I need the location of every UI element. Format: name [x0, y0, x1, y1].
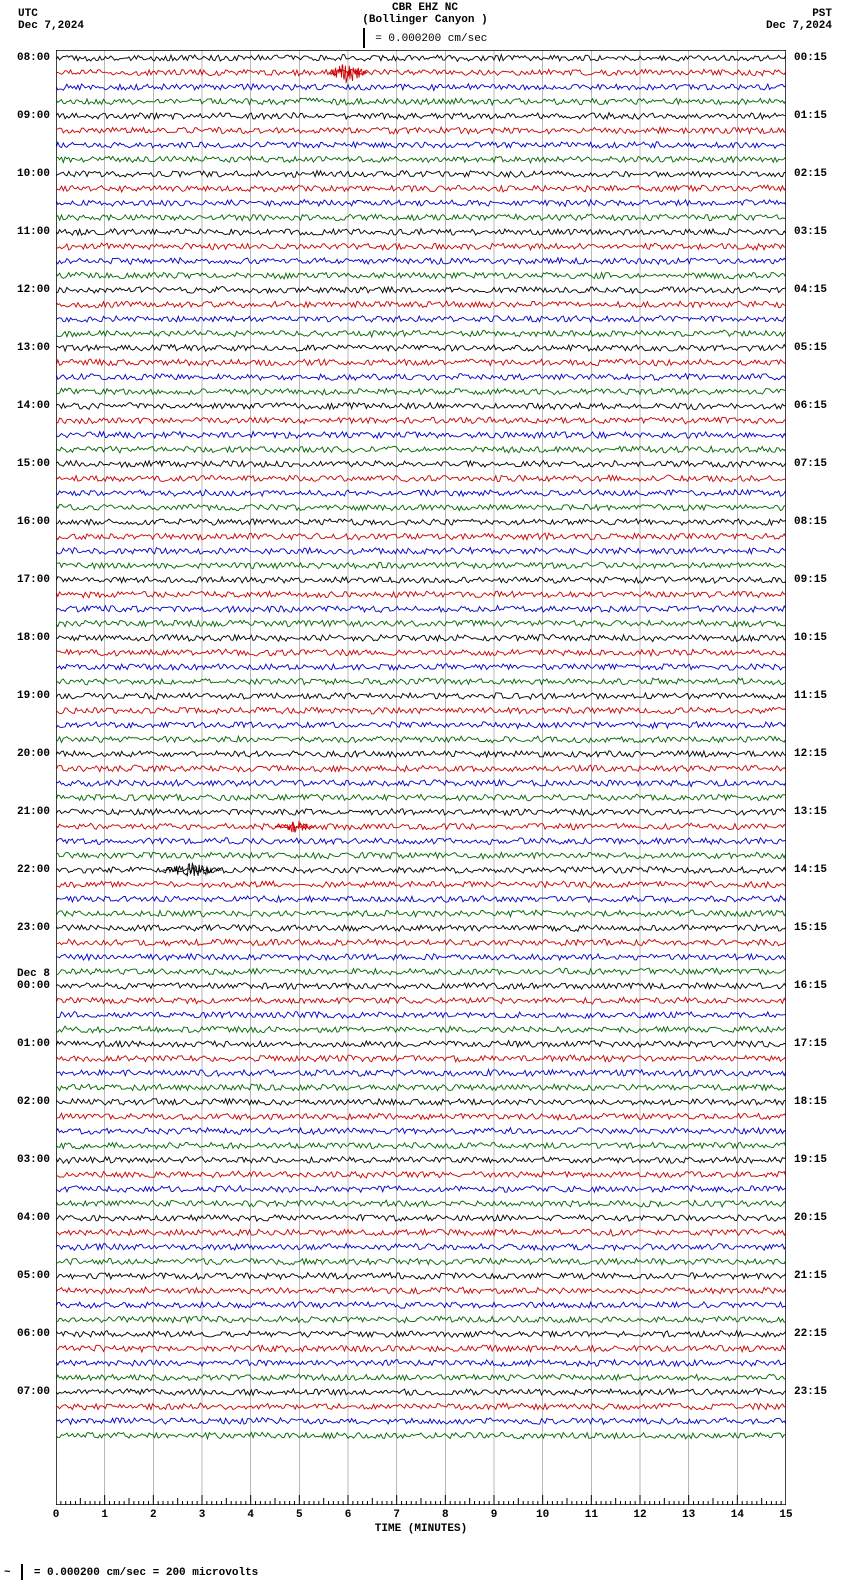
right-time-label: 19:15: [794, 1154, 827, 1166]
left-time-label: 14:00: [17, 400, 50, 412]
tz-left: UTC: [18, 8, 38, 20]
scale-bar-icon: [363, 28, 365, 48]
left-time-label: 11:00: [17, 226, 50, 238]
left-time-label: 13:00: [17, 342, 50, 354]
right-time-label: 00:15: [794, 52, 827, 64]
left-time-label: 01:00: [17, 1038, 50, 1050]
left-time-label: 08:00: [17, 52, 50, 64]
right-time-label: 08:15: [794, 516, 827, 528]
left-time-label: 21:00: [17, 806, 50, 818]
x-tick-label: 9: [491, 1509, 498, 1521]
left-time-label: 03:00: [17, 1154, 50, 1166]
date-right: Dec 7,2024: [766, 20, 832, 32]
date-left: Dec 7,2024: [18, 20, 84, 32]
left-time-label: 16:00: [17, 516, 50, 528]
x-tick-label: 11: [585, 1509, 598, 1521]
x-tick-label: 14: [731, 1509, 744, 1521]
right-time-label: 16:15: [794, 980, 827, 992]
left-time-label: 00:00: [17, 980, 50, 992]
header-right: PST Dec 7,2024: [766, 8, 832, 32]
left-time-label: 22:00: [17, 864, 50, 876]
right-time-label: 01:15: [794, 110, 827, 122]
x-tick-label: 3: [199, 1509, 206, 1521]
right-time-label: 04:15: [794, 284, 827, 296]
footer-scale-bar-icon: [21, 1564, 23, 1580]
footer-wave-icon: ~: [4, 1567, 11, 1579]
x-tick-label: 12: [633, 1509, 646, 1521]
x-tick-label: 4: [247, 1509, 254, 1521]
x-tick-label: 13: [682, 1509, 695, 1521]
right-time-label: 03:15: [794, 226, 827, 238]
right-time-label: 23:15: [794, 1386, 827, 1398]
seismogram-page: UTC Dec 7,2024 PST Dec 7,2024 CBR EHZ NC…: [0, 0, 850, 1584]
right-time-label: 18:15: [794, 1096, 827, 1108]
tz-right: PST: [812, 8, 832, 20]
right-time-label: 13:15: [794, 806, 827, 818]
header: UTC Dec 7,2024 PST Dec 7,2024 CBR EHZ NC…: [0, 0, 850, 50]
x-axis-title: TIME (MINUTES): [375, 1523, 467, 1535]
footer: ~ = 0.000200 cm/sec = 200 microvolts: [4, 1564, 258, 1580]
x-tick-label: 6: [345, 1509, 352, 1521]
left-time-label: 07:00: [17, 1386, 50, 1398]
right-time-labels: 00:15 01:15 02:15 03:15 04:15 05:15 06:15 07:15…: [790, 50, 850, 1505]
left-time-label: 02:00: [17, 1096, 50, 1108]
right-time-label: 20:15: [794, 1212, 827, 1224]
left-time-label: 23:00: [17, 922, 50, 934]
seismogram-plot: [56, 50, 786, 1505]
station-code: CBR EHZ NC: [0, 0, 850, 14]
x-axis: 0123456789101112131415TIME (MINUTES): [56, 1505, 786, 1545]
right-time-label: 06:15: [794, 400, 827, 412]
x-tick-label: 0: [53, 1509, 60, 1521]
left-time-label: 10:00: [17, 168, 50, 180]
right-time-label: 10:15: [794, 632, 827, 644]
plot-wrapper: 08:00 09:00 10:00 11:00 12:00 13:00 14:00 15:00…: [0, 50, 850, 1550]
x-tick-label: 15: [779, 1509, 792, 1521]
x-tick-label: 1: [101, 1509, 108, 1521]
left-time-label: 06:00: [17, 1328, 50, 1340]
x-tick-label: 8: [442, 1509, 449, 1521]
x-tick-label: 5: [296, 1509, 303, 1521]
left-time-label: 17:00: [17, 574, 50, 586]
left-time-labels: 08:00 09:00 10:00 11:00 12:00 13:00 14:00 15:00…: [0, 50, 54, 1505]
right-time-label: 12:15: [794, 748, 827, 760]
x-tick-label: 2: [150, 1509, 157, 1521]
right-time-label: 14:15: [794, 864, 827, 876]
right-time-label: 11:15: [794, 690, 827, 702]
left-time-label: 20:00: [17, 748, 50, 760]
right-time-label: 02:15: [794, 168, 827, 180]
left-time-label: 04:00: [17, 1212, 50, 1224]
left-time-label: 15:00: [17, 458, 50, 470]
left-time-label: 18:00: [17, 632, 50, 644]
scale-row: = 0.000200 cm/sec: [0, 28, 850, 48]
left-time-label: 19:00: [17, 690, 50, 702]
left-time-label: 05:00: [17, 1270, 50, 1282]
right-time-label: 15:15: [794, 922, 827, 934]
left-time-label: 09:00: [17, 110, 50, 122]
x-tick-label: 7: [393, 1509, 400, 1521]
footer-text: = 0.000200 cm/sec = 200 microvolts: [34, 1567, 258, 1579]
right-time-label: 21:15: [794, 1270, 827, 1282]
date-break-label: Dec 8: [17, 968, 50, 980]
right-time-label: 05:15: [794, 342, 827, 354]
right-time-label: 22:15: [794, 1328, 827, 1340]
station-location: (Bollinger Canyon ): [0, 14, 850, 26]
scale-text: = 0.000200 cm/sec: [375, 33, 487, 45]
left-time-label: 12:00: [17, 284, 50, 296]
right-time-label: 09:15: [794, 574, 827, 586]
x-tick-label: 10: [536, 1509, 549, 1521]
right-time-label: 07:15: [794, 458, 827, 470]
header-left: UTC Dec 7,2024: [18, 8, 84, 32]
right-time-label: 17:15: [794, 1038, 827, 1050]
